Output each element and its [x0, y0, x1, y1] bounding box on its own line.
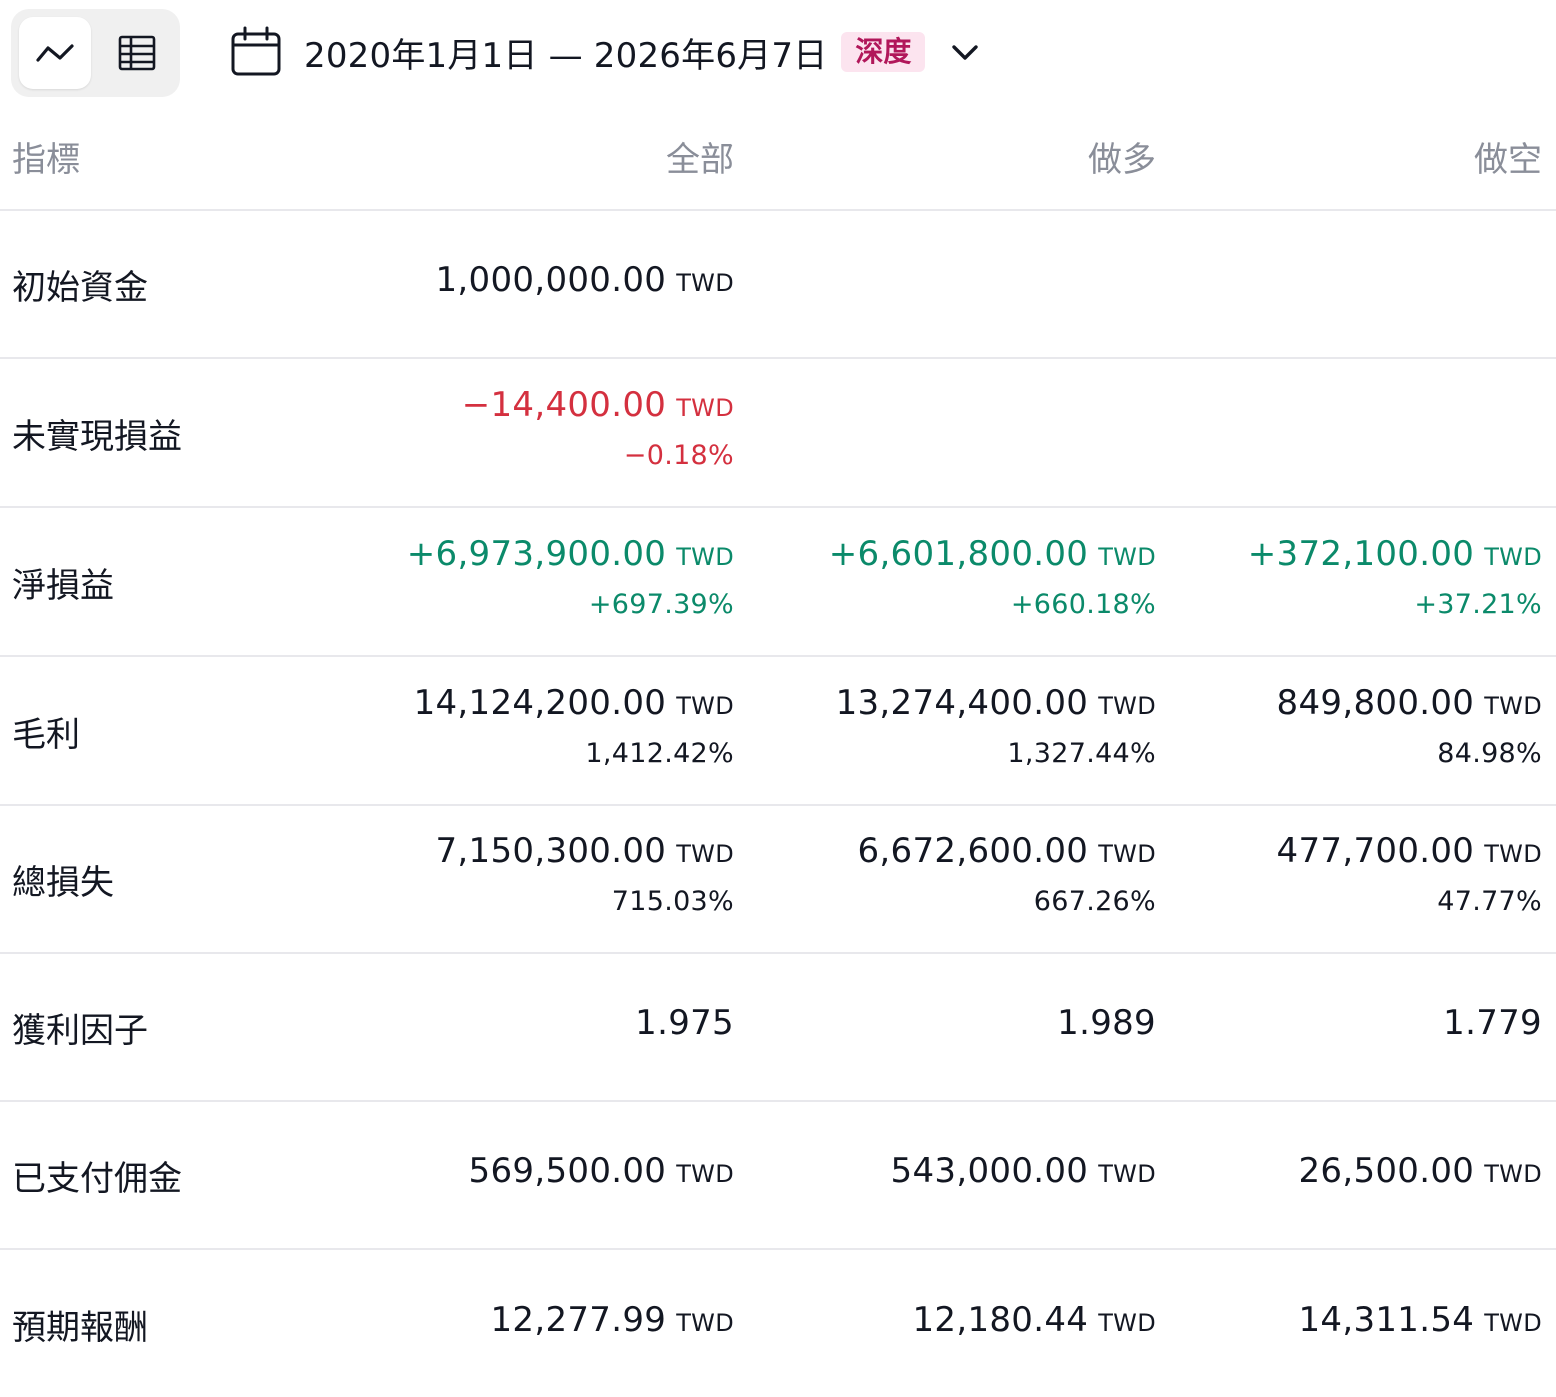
value: 1,000,000.00 [435, 260, 667, 300]
column-header-all: 全部 [666, 140, 734, 180]
column-header-metric: 指標 [12, 140, 80, 180]
currency: TWD [1484, 1160, 1542, 1188]
row-label: 未實現損益 [12, 417, 182, 457]
row-label: 總損失 [12, 863, 114, 903]
cell-all: 14,124,200.00 TWD 1,412.42% [414, 683, 734, 771]
value: 26,500.00 [1298, 1151, 1475, 1191]
currency: TWD [1098, 543, 1156, 571]
currency: TWD [1484, 692, 1542, 720]
percent: −0.18% [623, 440, 734, 471]
chart-view-button[interactable] [19, 17, 91, 89]
table-row: 獲利因子 1.975 1.989 1.779 [0, 953, 1556, 1102]
line-chart-icon [36, 44, 74, 62]
table-row: 未實現損益 −14,400.00 TWD −0.18% [0, 359, 1556, 508]
row-label: 毛利 [12, 715, 80, 755]
row-label: 初始資金 [12, 268, 148, 308]
row-label: 預期報酬 [12, 1308, 148, 1348]
cell-long: 1.989 [1057, 1003, 1156, 1043]
currency: TWD [1484, 1309, 1542, 1337]
table-view-button[interactable] [101, 17, 173, 89]
cell-short: 477,700.00 TWD 47.77% [1277, 831, 1542, 919]
depth-badge: 深度 [841, 32, 926, 72]
cell-all: +6,973,900.00 TWD +697.39% [407, 534, 734, 622]
cell-short: 26,500.00 TWD [1298, 1151, 1542, 1191]
currency: TWD [1098, 1309, 1156, 1337]
percent: 1,327.44% [1007, 738, 1156, 769]
value: 569,500.00 [468, 1151, 667, 1191]
value: 13,274,400.00 [835, 683, 1089, 723]
currency: TWD [1484, 543, 1542, 571]
percent: 1,412.42% [585, 738, 734, 769]
cell-all: 1.975 [635, 1003, 734, 1043]
cell-all: −14,400.00 TWD −0.18% [462, 385, 734, 473]
table-row: 淨損益 +6,973,900.00 TWD +697.39% +6,601,800… [0, 508, 1556, 657]
value: 1.779 [1443, 1003, 1542, 1043]
cell-short: 849,800.00 TWD 84.98% [1277, 683, 1542, 771]
table-row: 已支付佣金 569,500.00 TWD 543,000.00 TWD 26,500… [0, 1101, 1556, 1250]
table-row: 毛利 14,124,200.00 TWD 1,412.42% 13,274,400… [0, 657, 1556, 806]
view-toggle [11, 9, 180, 97]
cell-short: 1.779 [1443, 1003, 1542, 1043]
currency: TWD [1484, 840, 1542, 868]
percent: +37.21% [1414, 589, 1542, 620]
value: 14,124,200.00 [413, 683, 667, 723]
currency: TWD [676, 692, 734, 720]
cell-long: 6,672,600.00 TWD 667.26% [858, 831, 1157, 919]
value: 543,000.00 [890, 1151, 1089, 1191]
value: +6,601,800.00 [828, 534, 1089, 574]
table-row: 預期報酬 12,277.99 TWD 12,180.44 TWD 14,311.54… [0, 1250, 1556, 1397]
table-row: 總損失 7,150,300.00 TWD 715.03% 6,672,600.00… [0, 805, 1556, 954]
percent: +660.18% [1010, 589, 1156, 620]
currency: TWD [676, 1160, 734, 1188]
percent: +697.39% [588, 589, 734, 620]
cell-all: 12,277.99 TWD [490, 1300, 734, 1340]
percent: 715.03% [611, 886, 734, 917]
date-range-text: 2020年1月1日 — 2026年6月7日 [304, 35, 828, 76]
value: 1.975 [635, 1003, 734, 1043]
currency: TWD [676, 394, 734, 422]
value: 12,277.99 [490, 1300, 667, 1340]
column-header-short: 做空 [1474, 140, 1542, 180]
percent: 47.77% [1437, 886, 1542, 917]
cell-long: 12,180.44 TWD [912, 1300, 1156, 1340]
percent: 667.26% [1033, 886, 1156, 917]
toolbar: 2020年1月1日 — 2026年6月7日 深度 [0, 0, 1556, 104]
value: −14,400.00 [461, 385, 667, 425]
chevron-down-icon[interactable] [945, 32, 985, 72]
value: 477,700.00 [1276, 831, 1475, 871]
row-label: 淨損益 [12, 566, 114, 606]
value: +372,100.00 [1247, 534, 1475, 574]
currency: TWD [1098, 840, 1156, 868]
currency: TWD [676, 269, 734, 297]
calendar-icon [228, 24, 284, 80]
cell-long: 543,000.00 TWD [891, 1151, 1156, 1191]
currency: TWD [1098, 1160, 1156, 1188]
row-label: 獲利因子 [12, 1011, 148, 1051]
currency: TWD [676, 543, 734, 571]
table-icon [118, 35, 156, 71]
value: +6,973,900.00 [406, 534, 667, 574]
row-label: 已支付佣金 [12, 1159, 182, 1199]
value: 7,150,300.00 [435, 831, 667, 871]
value: 12,180.44 [912, 1300, 1089, 1340]
cell-all: 7,150,300.00 TWD 715.03% [436, 831, 735, 919]
cell-short: +372,100.00 TWD +37.21% [1248, 534, 1542, 622]
cell-short: 14,311.54 TWD [1298, 1300, 1542, 1340]
cell-all: 1,000,000.00 TWD [436, 260, 735, 300]
table-header: 指標 全部 做多 做空 [0, 104, 1556, 211]
column-header-long: 做多 [1088, 140, 1156, 180]
currency: TWD [676, 1309, 734, 1337]
cell-long: 13,274,400.00 TWD 1,327.44% [836, 683, 1156, 771]
percent: 84.98% [1437, 738, 1542, 769]
currency: TWD [1098, 692, 1156, 720]
table-row: 初始資金 1,000,000.00 TWD [0, 210, 1556, 359]
date-range-selector[interactable]: 2020年1月1日 — 2026年6月7日 深度 [228, 22, 985, 82]
value: 14,311.54 [1298, 1300, 1475, 1340]
value: 849,800.00 [1276, 683, 1475, 723]
cell-long: +6,601,800.00 TWD +660.18% [829, 534, 1156, 622]
value: 6,672,600.00 [857, 831, 1089, 871]
currency: TWD [676, 840, 734, 868]
value: 1.989 [1057, 1003, 1156, 1043]
cell-all: 569,500.00 TWD [469, 1151, 734, 1191]
